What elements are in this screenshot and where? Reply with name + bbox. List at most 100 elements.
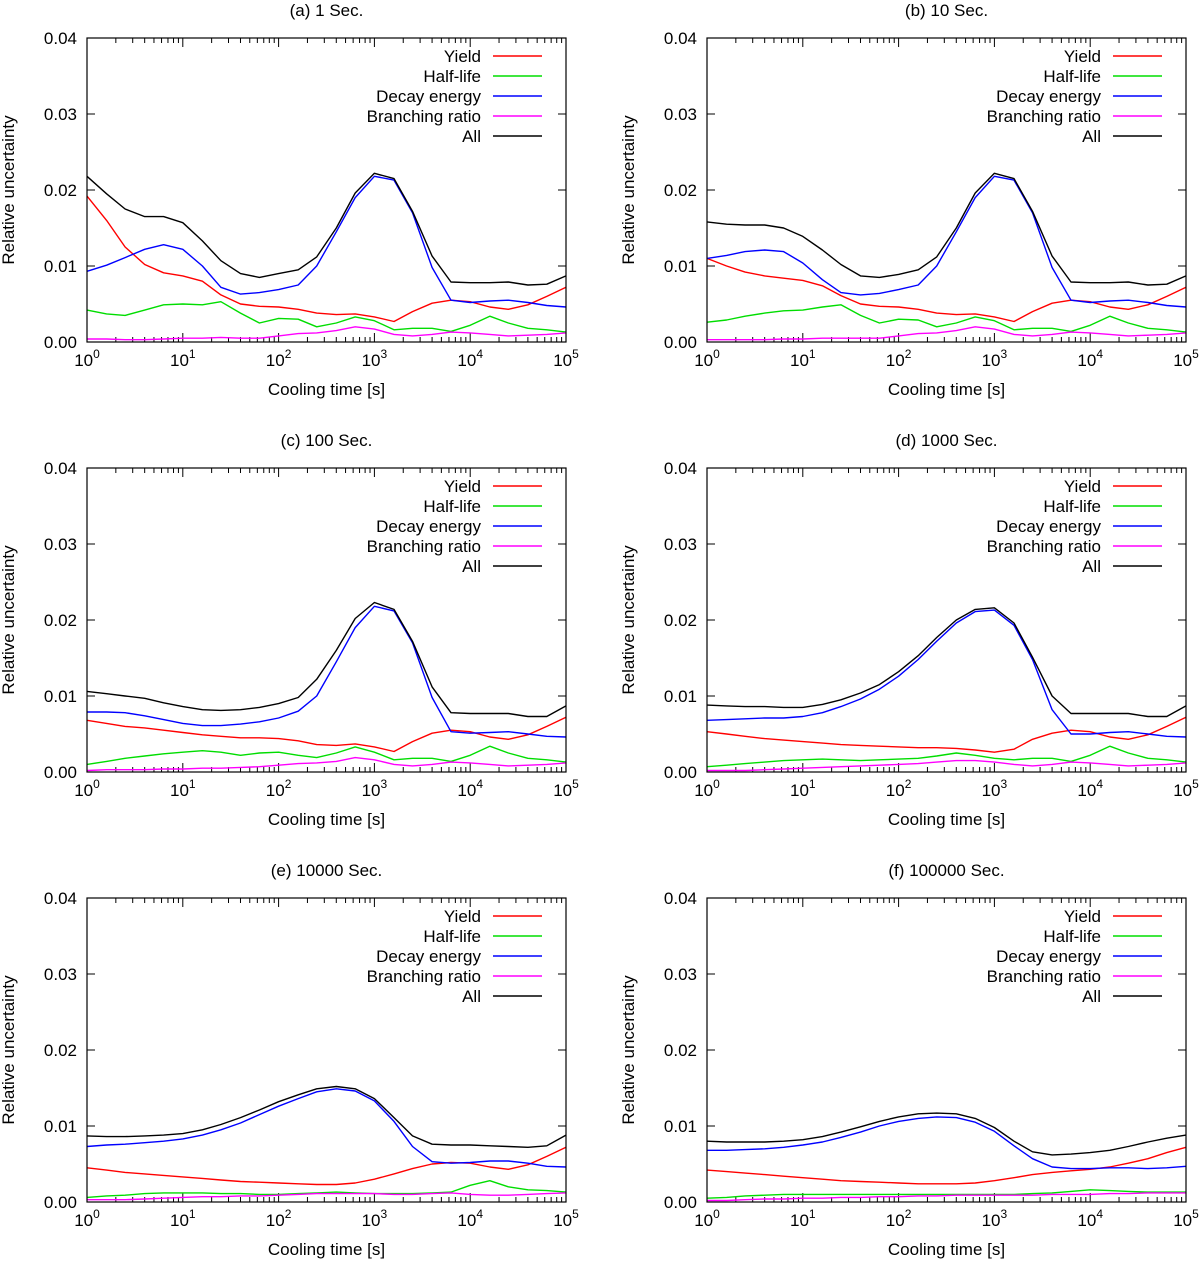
legend-label: Yield xyxy=(1064,47,1101,66)
chart-panel-e: (e) 10000 Sec. 0.00 0.01 0.02 0.03 0.04 100 101… xyxy=(0,861,579,1259)
series-line-branching-ratio xyxy=(707,326,1187,341)
x-tick-label: 100 xyxy=(694,347,720,370)
x-tick-label: 100 xyxy=(74,1207,100,1230)
x-tick-label: 101 xyxy=(170,347,196,370)
legend-label: All xyxy=(462,127,481,146)
x-tick-label: 100 xyxy=(74,777,100,800)
y-tick-label: 0.02 xyxy=(664,611,697,630)
y-tick-label: 0.03 xyxy=(664,535,697,554)
y-axis-label: Relative uncertainty xyxy=(619,115,638,265)
plot-frame xyxy=(86,467,567,773)
series-line-all xyxy=(706,607,1187,718)
series-line-branching-ratio xyxy=(86,756,567,772)
x-axis-label: Cooling time [s] xyxy=(268,380,385,399)
series-line-yield xyxy=(86,716,567,753)
x-tick-label: 101 xyxy=(790,347,816,370)
chart-title: (c) 100 Sec. xyxy=(281,431,373,450)
y-tick-label: 0.02 xyxy=(664,1041,697,1060)
series-line-yield xyxy=(86,1146,567,1186)
y-tick-label: 0.00 xyxy=(664,333,697,352)
legend-label: Branching ratio xyxy=(367,107,481,126)
x-tick-label: 102 xyxy=(886,1207,912,1230)
legend-label: Decay energy xyxy=(996,517,1101,536)
y-tick-label: 0.01 xyxy=(664,1117,697,1136)
x-tick-label: 105 xyxy=(1173,347,1199,370)
x-tick-label: 103 xyxy=(362,777,388,800)
legend-label: Half-life xyxy=(423,67,481,86)
x-tick-label: 105 xyxy=(553,777,579,800)
x-tick-label: 102 xyxy=(266,777,292,800)
y-axis-label: Relative uncertainty xyxy=(0,115,18,265)
plot-frame xyxy=(706,37,1187,343)
legend-label: Decay energy xyxy=(376,87,481,106)
y-tick-label: 0.00 xyxy=(664,763,697,782)
x-tick-label: 102 xyxy=(886,347,912,370)
chart-title: (f) 100000 Sec. xyxy=(888,861,1004,880)
chart-title: (b) 10 Sec. xyxy=(905,1,988,20)
chart-title: (d) 1000 Sec. xyxy=(895,431,997,450)
y-tick-label: 0.04 xyxy=(44,29,77,48)
x-tick-label: 101 xyxy=(790,1207,816,1230)
series-line-decay-energy xyxy=(87,605,567,738)
x-tick-label: 101 xyxy=(170,777,196,800)
legend-label: All xyxy=(1082,127,1101,146)
x-tick-label: 103 xyxy=(362,1207,388,1230)
x-tick-label: 103 xyxy=(982,347,1008,370)
plot-frame xyxy=(86,37,567,343)
series-line-half-life xyxy=(706,1189,1186,1199)
legend-label: Half-life xyxy=(1043,927,1101,946)
series-line-all xyxy=(706,1112,1187,1156)
series-line-branching-ratio xyxy=(87,1192,567,1201)
chart-panel-c: (c) 100 Sec. 0.00 0.01 0.02 0.03 0.04 100 101 10… xyxy=(0,431,579,829)
x-tick-label: 105 xyxy=(1173,1207,1199,1230)
series-line-all xyxy=(86,1085,567,1149)
legend-label: Branching ratio xyxy=(367,537,481,556)
y-tick-label: 0.01 xyxy=(664,257,697,276)
series-line-decay-energy xyxy=(86,1088,567,1168)
y-tick-label: 0.00 xyxy=(664,1193,697,1212)
y-tick-label: 0.04 xyxy=(664,889,697,908)
legend-label: Half-life xyxy=(1043,497,1101,516)
chart-panel-a: (a) 1 Sec. 0.00 0.01 0.02 0.03 0.04 100 101 102 1… xyxy=(0,1,579,399)
y-tick-label: 0.04 xyxy=(44,459,77,478)
series-line-branching-ratio xyxy=(87,326,567,341)
series-line-decay-energy xyxy=(706,175,1187,308)
y-tick-label: 0.04 xyxy=(664,459,697,478)
y-tick-label: 0.00 xyxy=(44,1193,77,1212)
legend-label: Half-life xyxy=(423,927,481,946)
x-tick-label: 105 xyxy=(1173,777,1199,800)
plot-frame xyxy=(706,467,1187,773)
y-tick-label: 0.02 xyxy=(44,1041,77,1060)
x-tick-label: 104 xyxy=(457,777,483,800)
plot-frame xyxy=(706,897,1187,1203)
x-tick-label: 104 xyxy=(1077,347,1103,370)
legend-label: Decay energy xyxy=(996,87,1101,106)
y-tick-label: 0.01 xyxy=(664,687,697,706)
x-tick-label: 104 xyxy=(457,1207,483,1230)
legend-label: Half-life xyxy=(423,497,481,516)
legend-label: Yield xyxy=(1064,907,1101,926)
series-line-half-life xyxy=(86,745,567,766)
chart-panel-f: (f) 100000 Sec. 0.00 0.01 0.02 0.03 0.04 100 10… xyxy=(619,861,1199,1259)
x-tick-label: 103 xyxy=(362,347,388,370)
x-tick-label: 104 xyxy=(457,347,483,370)
series-line-half-life xyxy=(86,301,567,333)
y-tick-label: 0.01 xyxy=(44,687,77,706)
legend-label: Decay energy xyxy=(996,947,1101,966)
y-tick-label: 0.02 xyxy=(664,181,697,200)
y-tick-label: 0.03 xyxy=(44,535,77,554)
y-tick-label: 0.03 xyxy=(44,105,77,124)
chart-title: (e) 10000 Sec. xyxy=(271,861,383,880)
legend-label: Yield xyxy=(444,47,481,66)
y-axis-label: Relative uncertainty xyxy=(0,545,18,695)
x-tick-label: 102 xyxy=(266,1207,292,1230)
series-line-decay-energy xyxy=(86,175,567,308)
series-line-all xyxy=(706,172,1187,286)
legend-label: Branching ratio xyxy=(367,967,481,986)
x-tick-label: 104 xyxy=(1077,1207,1103,1230)
series-line-decay-energy xyxy=(707,1116,1187,1170)
y-tick-label: 0.03 xyxy=(664,965,697,984)
x-tick-label: 103 xyxy=(982,777,1008,800)
x-tick-label: 100 xyxy=(694,777,720,800)
